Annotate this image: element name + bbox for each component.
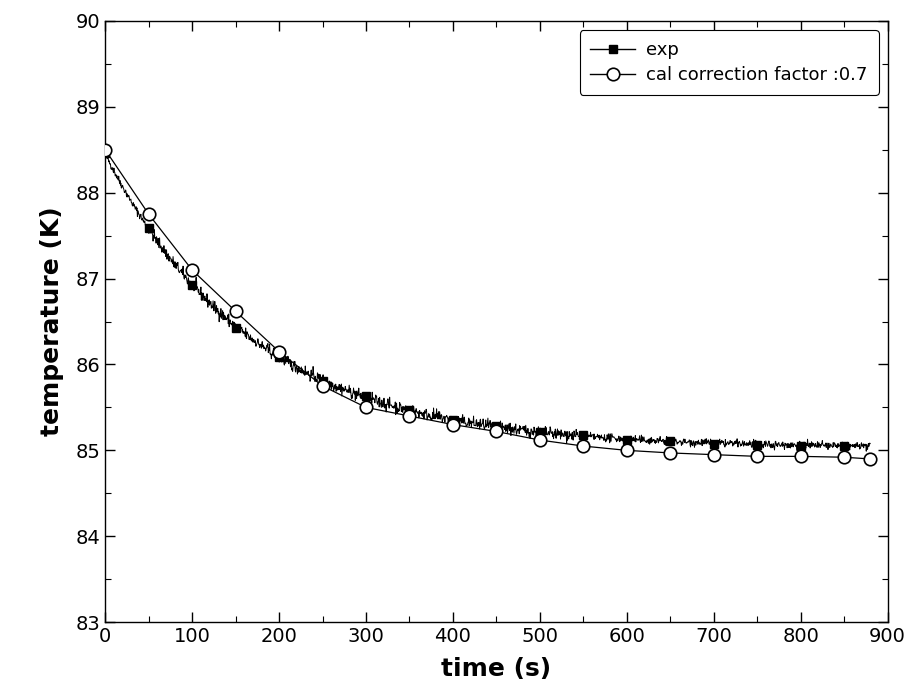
Legend: exp, cal correction factor :0.7: exp, cal correction factor :0.7 (579, 30, 878, 95)
X-axis label: time (s): time (s) (441, 657, 552, 681)
Y-axis label: temperature (K): temperature (K) (40, 207, 64, 436)
